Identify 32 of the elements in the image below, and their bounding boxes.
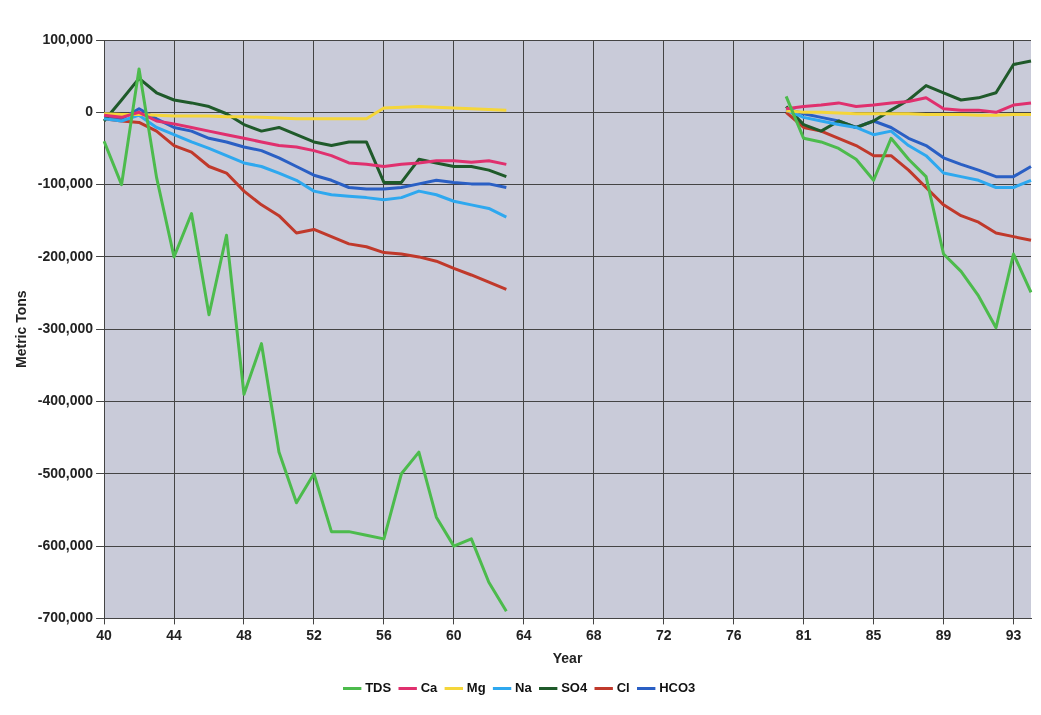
x-tick-label: 72: [655, 626, 672, 643]
y-tick-label: 100,000: [42, 30, 94, 47]
x-tick-label: 44: [166, 626, 183, 643]
x-tick-label: 48: [236, 626, 252, 643]
legend-label: Cl: [616, 680, 630, 696]
x-tick-label: 40: [96, 626, 113, 643]
y-tick-label: -100,000: [37, 175, 94, 192]
legend-label: SO4: [561, 680, 588, 696]
y-tick-label: -400,000: [37, 392, 94, 409]
legend-label: TDS: [365, 680, 392, 696]
y-axis-title: Metric Tons: [13, 290, 30, 368]
x-tick-label: 85: [865, 626, 882, 643]
y-tick-label: -300,000: [37, 320, 94, 337]
legend-label: Mg: [466, 680, 486, 696]
legend-label: Ca: [420, 680, 439, 696]
x-tick-label: 52: [306, 626, 322, 643]
x-tick-label: 64: [516, 626, 532, 643]
x-tick-label: 68: [585, 626, 602, 643]
y-tick-label: -600,000: [37, 536, 94, 553]
y-tick-label: -500,000: [37, 464, 94, 481]
x-tick-label: 56: [376, 626, 392, 643]
y-tick-label: 0: [85, 103, 94, 120]
x-tick-label: 93: [1005, 626, 1022, 643]
x-axis-title: Year: [552, 650, 583, 667]
x-tick-label: 60: [446, 626, 462, 643]
x-tick-label: 81: [795, 626, 812, 643]
legend-label: Na: [515, 680, 533, 696]
y-tick-label: -700,000: [37, 609, 94, 626]
x-tick-label: 89: [935, 626, 952, 643]
x-tick-label: 76: [725, 626, 742, 643]
legend-label: HCO3: [659, 680, 696, 696]
y-tick-label: -200,000: [37, 247, 94, 264]
